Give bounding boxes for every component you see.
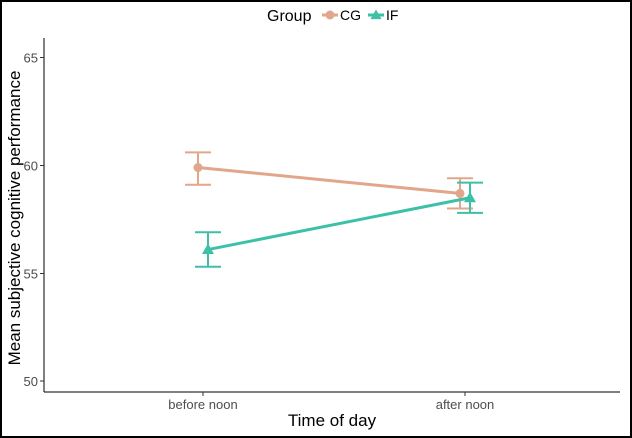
x-tick-label-before-noon: before noon	[168, 397, 237, 412]
x-axis-title: Time of day	[288, 411, 377, 430]
legend-key-marker-cg	[325, 10, 335, 20]
y-tick-label-50: 50	[24, 374, 38, 389]
point-if-1	[464, 191, 476, 203]
point-cg-1	[455, 188, 465, 198]
point-if-0	[202, 243, 214, 255]
y-axis-title: Mean subjective cognitive performance	[5, 71, 24, 366]
legend-label-cg: CG	[340, 7, 361, 23]
y-tick-label-65: 65	[24, 50, 38, 65]
legend-title: Group	[267, 8, 312, 25]
series-cg	[185, 151, 473, 210]
series-line-cg	[197, 166, 461, 195]
plot-area	[185, 151, 483, 268]
legend-label-if: IF	[386, 7, 398, 23]
legend-key-if	[368, 9, 384, 20]
point-cg-0	[193, 163, 203, 173]
series-if	[195, 181, 483, 268]
legend-key-cg	[322, 10, 338, 20]
y-tick-label-60: 60	[24, 158, 38, 173]
series-line-if	[207, 196, 471, 252]
legend-key-marker-if	[370, 9, 382, 20]
x-tick-label-after-noon: after noon	[436, 397, 495, 412]
y-tick-label-55: 55	[24, 266, 38, 281]
legend: Group CG IF	[267, 7, 398, 25]
